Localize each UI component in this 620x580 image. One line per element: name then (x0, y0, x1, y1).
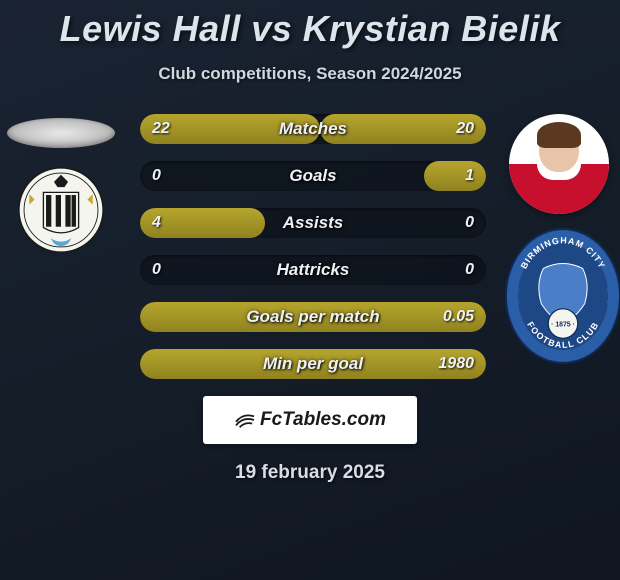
fctables-logo[interactable]: FcTables.com (203, 396, 417, 444)
stat-row-mpg: Min per goal 1980 (140, 349, 486, 379)
stat-row-assists: 4 Assists 0 (140, 208, 486, 238)
stat-label: Matches (140, 114, 486, 144)
stat-row-matches: 22 Matches 20 (140, 114, 486, 144)
stat-value-right: 1980 (438, 349, 474, 379)
stat-value-right: 0.05 (443, 302, 474, 332)
stat-label: Hattricks (140, 255, 486, 285)
stat-value-right: 20 (456, 114, 474, 144)
player-left-column (6, 114, 116, 254)
player-left-silhouette (7, 118, 115, 148)
stats-bars: 22 Matches 20 0 Goals 1 4 Assists 0 0 Ha… (134, 114, 486, 379)
fctables-logo-icon (234, 411, 256, 429)
comparison-date: 19 february 2025 (0, 462, 620, 484)
comparison-panel: BIRMINGHAM CITY FOOTBALL CLUB · 1875 · 2… (0, 114, 620, 379)
stat-row-hattricks: 0 Hattricks 0 (140, 255, 486, 285)
player-right-column: BIRMINGHAM CITY FOOTBALL CLUB · 1875 · (504, 114, 614, 366)
svg-text:· 1875 ·: · 1875 · (551, 321, 575, 328)
stat-label: Goals (140, 161, 486, 191)
subtitle: Club competitions, Season 2024/2025 (0, 64, 620, 84)
stat-label: Goals per match (140, 302, 486, 332)
page-title: Lewis Hall vs Krystian Bielik (0, 0, 620, 50)
stat-row-goals: 0 Goals 1 (140, 161, 486, 191)
fctables-logo-text: FcTables.com (260, 409, 386, 431)
stat-value-right: 0 (465, 255, 474, 285)
stat-label: Assists (140, 208, 486, 238)
club-badge-right-icon: BIRMINGHAM CITY FOOTBALL CLUB · 1875 · (504, 226, 620, 366)
stat-row-gpm: Goals per match 0.05 (140, 302, 486, 332)
stat-label: Min per goal (140, 349, 486, 379)
player-right-photo (509, 114, 609, 214)
stat-value-right: 0 (465, 208, 474, 238)
stat-value-right: 1 (465, 161, 474, 191)
club-badge-left-icon (17, 166, 105, 254)
